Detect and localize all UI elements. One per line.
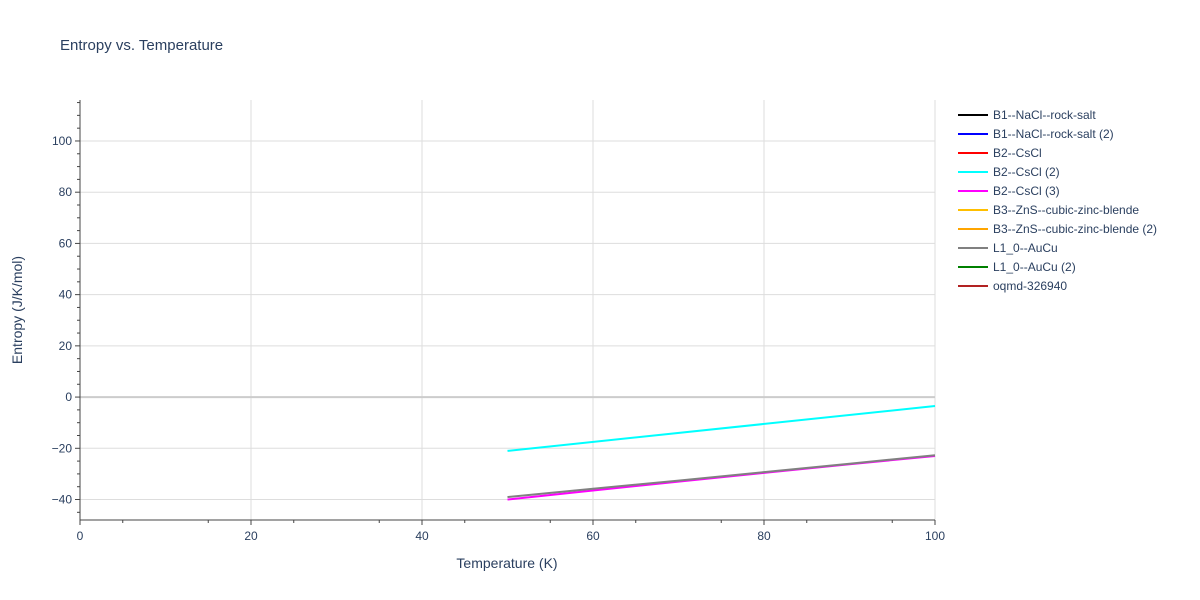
x-tick-label: 60 [586, 529, 600, 543]
chart-title: Entropy vs. Temperature [60, 37, 223, 54]
y-axis-title: Entropy (J/K/mol) [9, 256, 25, 364]
legend-label: L1_0--AuCu [993, 241, 1058, 255]
legend-label: B1--NaCl--rock-salt [993, 108, 1096, 122]
series-line-3 [507, 405, 936, 452]
y-tick-label: 0 [65, 390, 72, 404]
series-layer [507, 405, 936, 501]
grid-layer [80, 100, 936, 520]
series-line-7 [507, 454, 936, 498]
legend: B1--NaCl--rock-salt B1--NaCl--rock-salt (… [958, 108, 1157, 293]
legend-label: B2--CsCl [993, 146, 1042, 160]
legend-label: B1--NaCl--rock-salt (2) [993, 127, 1114, 141]
legend-label: B3--ZnS--cubic-zinc-blende (2) [993, 222, 1157, 236]
y-tick-label: 60 [59, 236, 73, 250]
x-tick-label: 0 [77, 529, 84, 543]
x-tick-label: 20 [244, 529, 258, 543]
y-tick-label: 80 [59, 185, 73, 199]
y-tick-label: −40 [52, 493, 73, 507]
x-axis-title: Temperature (K) [456, 555, 557, 571]
legend-label: oqmd-326940 [993, 279, 1067, 293]
legend-label: B2--CsCl (3) [993, 184, 1060, 198]
x-tick-label: 40 [415, 529, 429, 543]
y-tick-label: 40 [59, 288, 73, 302]
y-tick-label: 20 [59, 339, 73, 353]
x-tick-label: 100 [925, 529, 945, 543]
legend-label: L1_0--AuCu (2) [993, 260, 1076, 274]
axes-layer: 0 20 40 60 80 100 −40 −20 0 20 40 60 80 100 [52, 100, 945, 543]
y-tick-label: −20 [52, 441, 73, 455]
x-tick-label: 80 [757, 529, 771, 543]
legend-label: B3--ZnS--cubic-zinc-blende [993, 203, 1139, 217]
y-tick-label: 100 [52, 134, 72, 148]
legend-label: B2--CsCl (2) [993, 165, 1060, 179]
